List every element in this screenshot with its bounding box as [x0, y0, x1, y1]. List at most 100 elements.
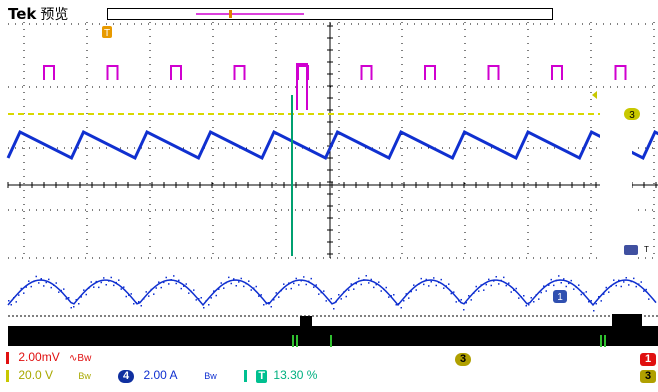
- right-ch3-badge[interactable]: 3: [640, 368, 657, 383]
- digital-band: [8, 326, 658, 346]
- noise-dot: [533, 301, 535, 303]
- noise-dot: [100, 281, 102, 284]
- noise-dot: [193, 289, 195, 291]
- noise-dot: [70, 306, 72, 309]
- record-length-bar[interactable]: [107, 8, 553, 20]
- noise-dot: [625, 277, 627, 279]
- noise-dot: [410, 290, 412, 293]
- noise-dot: [53, 284, 55, 286]
- noise-dot: [273, 299, 275, 301]
- noise-dot: [73, 306, 75, 308]
- noise-dot: [415, 289, 417, 291]
- noise-dot: [335, 300, 337, 303]
- noise-dot: [333, 308, 335, 310]
- noise-dot: [633, 277, 635, 280]
- noise-dot: [145, 291, 147, 293]
- noise-dot: [375, 283, 377, 286]
- noise-dot: [35, 275, 37, 278]
- noise-dot: [20, 287, 22, 290]
- noise-dot: [643, 290, 645, 292]
- noise-dot: [503, 276, 505, 279]
- noise-dot: [583, 292, 585, 294]
- noise-dot: [590, 299, 592, 302]
- noise-dot: [265, 302, 267, 305]
- brand-title: Tek 预览: [8, 4, 68, 24]
- noise-dot: [418, 283, 420, 285]
- record-trigger-marker: [229, 10, 232, 18]
- noise-dot: [638, 283, 640, 285]
- noise-dot: [430, 281, 432, 283]
- noise-dot: [563, 278, 565, 280]
- noise-dot: [435, 284, 437, 287]
- noise-dot: [125, 295, 127, 298]
- cursor-status[interactable]: T 13.30 %: [244, 368, 317, 383]
- noise-dot: [130, 293, 132, 295]
- noise-dot: [305, 283, 307, 286]
- ch4-status[interactable]: 4 2.00 A Bw: [118, 368, 217, 383]
- noise-dot: [165, 276, 167, 279]
- ch3-scale: 20.0 V: [18, 368, 54, 382]
- noise-dot: [153, 293, 155, 295]
- ch2-pulse: [106, 65, 119, 80]
- noise-dot: [268, 302, 270, 304]
- ch1-scale: 2.00mV: [18, 350, 60, 364]
- noise-dot: [413, 284, 415, 286]
- noise-dot: [85, 293, 87, 296]
- noise-dot: [398, 303, 400, 305]
- ch2-pulse-tall: [296, 63, 308, 110]
- noise-dot: [593, 310, 595, 312]
- noise-dot: [173, 275, 175, 277]
- noise-dot: [585, 291, 587, 293]
- noise-dot: [340, 298, 342, 300]
- noise-dot: [523, 295, 525, 297]
- noise-dot: [10, 303, 12, 306]
- right-ch1-badge[interactable]: 1: [640, 351, 657, 366]
- ch2-pulse: [614, 65, 627, 80]
- svg-text:T: T: [644, 245, 649, 254]
- ch4-waveform: [6, 129, 658, 161]
- noise-dot: [300, 280, 302, 282]
- noise-dot: [635, 285, 637, 288]
- noise-dot: [50, 286, 52, 289]
- noise-dot: [118, 279, 120, 281]
- noise-dot: [553, 284, 555, 287]
- noise-dot: [218, 288, 220, 290]
- math-status[interactable]: 3: [455, 351, 472, 366]
- zoom-digital-band: [8, 314, 658, 346]
- noise-dot: [428, 285, 430, 287]
- noise-dot: [38, 282, 40, 284]
- noise-dot: [550, 278, 552, 281]
- zoom-green-marks: [292, 335, 606, 347]
- noise-dot: [148, 295, 150, 297]
- ch3-level-badge: 3: [592, 91, 640, 121]
- ch3-status[interactable]: 20.0 V Bw: [6, 368, 91, 382]
- noise-dot: [473, 292, 475, 294]
- noise-dot: [93, 286, 95, 288]
- ref-badge: T: [624, 245, 649, 255]
- noise-dot: [183, 285, 185, 287]
- noise-dot: [338, 294, 340, 296]
- cursor-value: 13.30 %: [273, 368, 318, 382]
- noise-dot: [188, 292, 190, 294]
- noise-dot: [513, 289, 515, 291]
- noise-dot: [438, 281, 440, 284]
- ch2-pulse: [233, 65, 246, 80]
- green-mark: [296, 335, 298, 347]
- noise-dot: [498, 283, 500, 285]
- noise-dot: [345, 295, 347, 298]
- graticule-top: [8, 22, 658, 259]
- noise-dot: [565, 285, 567, 288]
- noise-dot: [420, 277, 422, 280]
- noise-dot: [33, 280, 35, 283]
- noise-dot: [380, 290, 382, 292]
- noise-dot: [113, 284, 115, 287]
- noise-dot: [383, 288, 385, 290]
- cursor-divider: [244, 369, 247, 382]
- ch1-status[interactable]: 2.00mV ∿Bw: [6, 350, 91, 364]
- noise-dot: [310, 277, 312, 280]
- noise-dot: [205, 299, 207, 302]
- noise-dot: [395, 303, 397, 306]
- noise-dot: [530, 296, 532, 299]
- noise-dot: [163, 281, 165, 284]
- noise-dot: [610, 285, 612, 287]
